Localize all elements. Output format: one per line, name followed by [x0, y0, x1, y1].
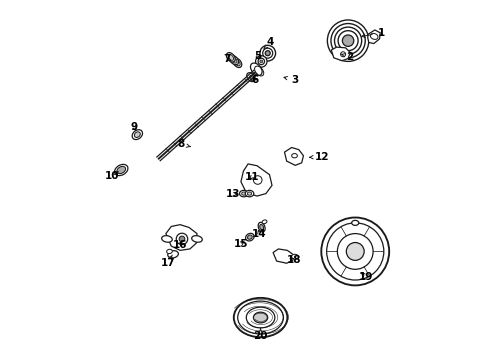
Circle shape [258, 58, 264, 64]
Polygon shape [165, 225, 197, 250]
Ellipse shape [259, 224, 263, 230]
Ellipse shape [245, 233, 254, 241]
Ellipse shape [249, 75, 254, 81]
Ellipse shape [229, 55, 238, 65]
Ellipse shape [166, 249, 172, 253]
Ellipse shape [246, 307, 274, 328]
Circle shape [176, 233, 187, 245]
Circle shape [342, 35, 353, 46]
Polygon shape [241, 164, 271, 196]
Ellipse shape [241, 192, 245, 195]
Ellipse shape [162, 236, 172, 242]
Text: 3: 3 [284, 75, 298, 85]
Ellipse shape [239, 190, 247, 197]
Text: 12: 12 [309, 152, 329, 162]
Text: 20: 20 [253, 329, 267, 342]
Text: 13: 13 [225, 189, 240, 199]
Text: 7: 7 [223, 54, 230, 64]
Circle shape [259, 45, 275, 61]
Ellipse shape [291, 254, 298, 259]
Ellipse shape [233, 298, 287, 337]
Ellipse shape [132, 130, 142, 140]
Ellipse shape [167, 251, 178, 258]
Ellipse shape [351, 220, 358, 225]
Circle shape [326, 20, 368, 62]
Text: 15: 15 [233, 239, 248, 249]
Circle shape [337, 234, 372, 269]
Text: 10: 10 [104, 171, 119, 181]
Text: 16: 16 [173, 240, 187, 250]
Circle shape [253, 176, 262, 184]
Text: 11: 11 [244, 172, 258, 182]
Polygon shape [367, 30, 380, 44]
Ellipse shape [117, 166, 125, 174]
Circle shape [259, 60, 262, 63]
Ellipse shape [231, 57, 236, 63]
Circle shape [346, 243, 364, 260]
Ellipse shape [247, 235, 252, 239]
Circle shape [326, 223, 383, 280]
Polygon shape [331, 47, 349, 61]
Text: 14: 14 [252, 229, 266, 239]
Circle shape [262, 48, 272, 58]
Ellipse shape [226, 53, 235, 62]
Ellipse shape [262, 220, 266, 224]
Text: 5: 5 [254, 51, 261, 61]
Ellipse shape [234, 60, 240, 66]
Text: 1: 1 [361, 28, 384, 38]
Ellipse shape [237, 301, 283, 334]
Circle shape [340, 52, 345, 57]
Ellipse shape [258, 222, 264, 232]
Polygon shape [284, 148, 303, 165]
Circle shape [179, 236, 184, 242]
Ellipse shape [253, 312, 267, 323]
Polygon shape [272, 249, 293, 263]
Ellipse shape [191, 236, 202, 242]
Text: 4: 4 [263, 37, 273, 49]
Text: 18: 18 [286, 255, 301, 265]
Ellipse shape [134, 132, 140, 138]
Ellipse shape [250, 63, 262, 76]
Circle shape [255, 56, 266, 67]
Text: 2: 2 [340, 52, 353, 62]
Ellipse shape [246, 73, 255, 82]
Ellipse shape [114, 165, 128, 176]
Text: 6: 6 [251, 75, 258, 85]
Ellipse shape [244, 190, 253, 197]
Circle shape [321, 217, 388, 285]
Text: 19: 19 [358, 272, 372, 282]
Ellipse shape [232, 58, 241, 68]
Text: 9: 9 [131, 122, 138, 132]
Text: 8: 8 [177, 139, 190, 149]
Ellipse shape [247, 192, 251, 195]
Ellipse shape [369, 33, 377, 39]
Circle shape [264, 51, 270, 56]
Text: 17: 17 [160, 255, 175, 268]
Ellipse shape [291, 154, 297, 158]
Ellipse shape [227, 54, 233, 60]
